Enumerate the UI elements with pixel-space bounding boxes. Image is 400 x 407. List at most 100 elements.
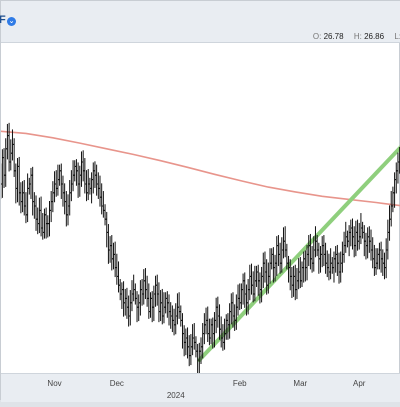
ohlc-bar bbox=[105, 212, 108, 247]
ohlc-bar bbox=[95, 165, 98, 196]
ohlc-bar bbox=[189, 334, 192, 365]
ohlc-bar bbox=[324, 243, 327, 274]
ohlc-bar bbox=[92, 162, 95, 193]
ohlc-bar bbox=[134, 283, 137, 304]
ohlc-bar bbox=[110, 235, 113, 270]
ohlc-bar bbox=[241, 274, 244, 305]
ohlc-bar bbox=[31, 167, 34, 216]
ohlc-bar bbox=[139, 280, 142, 315]
ohlc-bar bbox=[279, 243, 282, 274]
ohlc-bar bbox=[109, 236, 112, 263]
ohlc-bar bbox=[257, 265, 260, 296]
ohlc-bar bbox=[326, 250, 329, 277]
ohlc-bar bbox=[208, 319, 211, 346]
ohlc-bar bbox=[29, 168, 32, 199]
ohlc-bar bbox=[102, 191, 105, 218]
ohlc-bar bbox=[172, 309, 175, 336]
price-plot[interactable] bbox=[1, 42, 400, 373]
ohlc-bar bbox=[154, 276, 157, 307]
ohlc-bar bbox=[188, 335, 191, 366]
ohlc-bar bbox=[250, 264, 253, 295]
ohlc-bar bbox=[156, 275, 159, 306]
ohlc-bar bbox=[137, 294, 140, 321]
ohlc-bar bbox=[322, 235, 325, 266]
ohlc-bar bbox=[85, 170, 88, 201]
ohlc-bar bbox=[349, 220, 352, 247]
ohlc-bar bbox=[75, 159, 78, 186]
ohlc-bar bbox=[16, 158, 19, 202]
ohlc-bar bbox=[342, 232, 345, 263]
ohlc-bar bbox=[19, 182, 22, 213]
ohlc-bar bbox=[61, 176, 64, 207]
ohlc-bar bbox=[275, 236, 278, 276]
chevron-down-icon[interactable]: ⌄ bbox=[7, 17, 16, 26]
ohlc-bar bbox=[6, 124, 9, 159]
ohlc-bar bbox=[348, 225, 351, 256]
ohlc-bar bbox=[373, 245, 376, 276]
ohlc-bar bbox=[174, 303, 177, 334]
ohlc-bar bbox=[18, 157, 21, 206]
ohlc-bar bbox=[162, 292, 165, 323]
ohlc-bar bbox=[88, 178, 91, 195]
ohlc-bar bbox=[332, 252, 335, 283]
ohlc-bar bbox=[60, 164, 63, 199]
ohlc-bar bbox=[366, 227, 369, 258]
ohlc-bar bbox=[70, 170, 73, 201]
ohlc-bar bbox=[43, 209, 46, 239]
ohlc-bar bbox=[169, 302, 172, 329]
ohlc-bar bbox=[66, 194, 69, 225]
ohlc-bar bbox=[151, 291, 154, 322]
ohlc-bar bbox=[263, 252, 266, 283]
ohlc-bar bbox=[176, 293, 179, 324]
ohlc-bar bbox=[272, 247, 275, 282]
ohlc-bar bbox=[122, 281, 125, 316]
ohlc-bar bbox=[14, 164, 17, 204]
ohlc-bar bbox=[100, 183, 103, 214]
symbol-title[interactable]: F bbox=[0, 14, 6, 26]
ohlc-bar bbox=[114, 242, 117, 277]
ohlc-bar bbox=[334, 246, 337, 273]
ohlc-bar bbox=[369, 230, 372, 261]
ohlc-bar bbox=[77, 162, 80, 197]
ohlc-bar bbox=[282, 227, 285, 258]
ohlc-bar bbox=[119, 279, 122, 300]
ohlc-bar bbox=[23, 180, 26, 215]
ohlc-bar bbox=[146, 276, 149, 307]
ohlc-bar bbox=[191, 324, 194, 355]
ohlc-bar bbox=[142, 269, 145, 304]
ohlc-bar bbox=[311, 246, 314, 273]
ohlc-bar bbox=[103, 204, 106, 225]
ohlc-bar bbox=[297, 258, 300, 289]
ohlc-bar bbox=[58, 165, 61, 186]
ohlc-bar bbox=[374, 248, 377, 275]
ohlc-bar bbox=[45, 208, 48, 239]
ohlc-bar bbox=[277, 235, 280, 266]
ohlc-bar bbox=[314, 226, 317, 257]
ohlc-bar bbox=[215, 298, 218, 333]
ohlc-bar bbox=[63, 183, 66, 214]
ohlc-bar bbox=[24, 192, 27, 223]
ohlc-bar bbox=[268, 248, 271, 283]
open-label: O: bbox=[313, 32, 321, 41]
ohlc-bar bbox=[329, 248, 332, 279]
ohlc-bar bbox=[361, 222, 364, 239]
ohlc-bar bbox=[225, 314, 228, 340]
ohlc-bar bbox=[107, 224, 110, 264]
ohlc-bar bbox=[36, 208, 39, 235]
ohlc-bar bbox=[159, 290, 162, 321]
ohlc-bar bbox=[233, 304, 236, 331]
ohlc-bar bbox=[240, 283, 243, 309]
ohlc-bar bbox=[33, 192, 36, 219]
ohlc-bar bbox=[2, 148, 5, 188]
ohlc-bar bbox=[284, 226, 287, 257]
x-axis: NovDecFebMarAprM2024 bbox=[1, 373, 400, 402]
open-value: 26.78 bbox=[324, 32, 344, 41]
ohlc-bar bbox=[112, 243, 115, 270]
ohlc-bar bbox=[21, 181, 24, 212]
ohlc-bar bbox=[167, 294, 170, 325]
ohlc-bar bbox=[354, 221, 357, 256]
ohlc-bar bbox=[39, 197, 42, 237]
ohlc-bar bbox=[206, 307, 209, 342]
ohlc-bar bbox=[55, 170, 58, 197]
